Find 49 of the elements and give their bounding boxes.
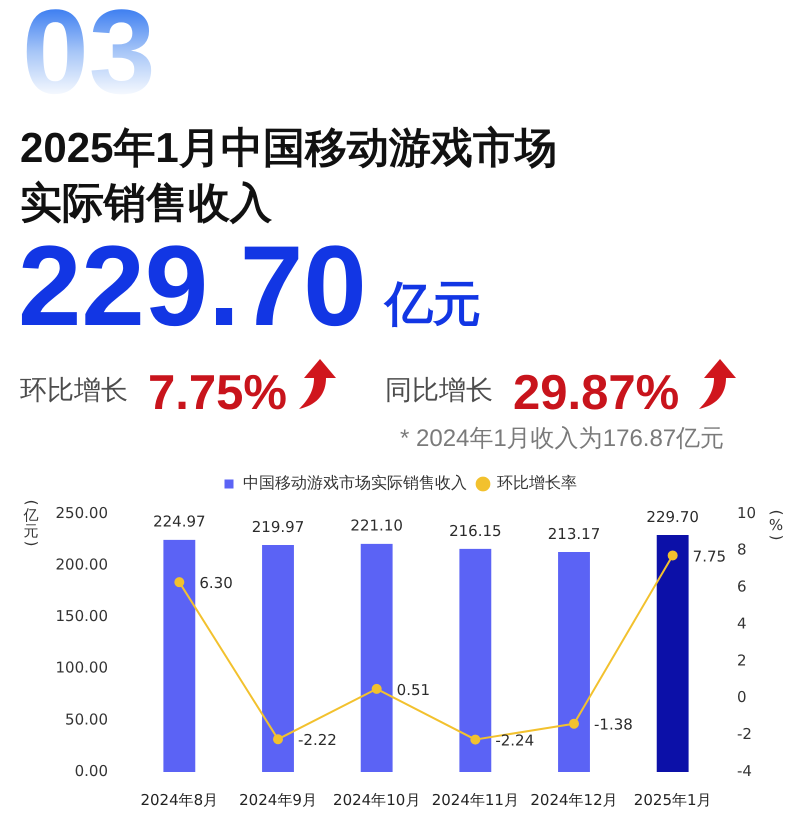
data-label: 6.30: [199, 574, 233, 592]
point: [372, 684, 382, 694]
text: 7.75%: [148, 366, 287, 420]
y2-axis-title: (%): [767, 508, 786, 542]
y-tick-label: 250.00: [56, 504, 108, 522]
y-tick-label: 150.00: [56, 607, 108, 626]
x-tick-label: 2024年11月: [432, 790, 519, 809]
point: [470, 734, 480, 745]
y2-tick-label: 4: [737, 614, 747, 632]
y2-tick-label: 10: [737, 504, 756, 522]
y-tick-label: 200.00: [56, 555, 108, 574]
data-label: 213.17: [548, 524, 600, 543]
data-label: -2.22: [298, 731, 337, 750]
x-tick-label: 2024年8月: [140, 790, 218, 809]
x-tick-label: 2024年10月: [333, 790, 420, 809]
y-tick-label: 50.00: [65, 710, 108, 728]
data-label: 224.97: [153, 512, 206, 531]
text: 同比增长: [385, 375, 493, 405]
y-tick-label: 100.00: [56, 658, 108, 677]
x-tick-label: 2024年9月: [239, 790, 317, 809]
y2-tick-label: 8: [737, 540, 747, 559]
data-label: -2.24: [495, 731, 534, 750]
text: 29.87%: [513, 366, 680, 420]
x-tick-label: 2025年1月: [634, 790, 712, 809]
y-axis-title: (亿元): [22, 498, 40, 548]
y2-tick-label: -4: [737, 762, 752, 780]
data-label: 7.75: [692, 547, 726, 566]
point: [174, 577, 184, 588]
point: [273, 734, 283, 744]
point: [668, 550, 678, 560]
text: 环比增长: [20, 375, 128, 405]
text: 亿元: [385, 278, 481, 331]
data-label: 221.10: [350, 516, 403, 535]
y2-tick-label: -2: [737, 725, 752, 744]
data-label: -1.38: [594, 716, 633, 734]
text: 03: [22, 0, 156, 119]
data-label: 229.70: [646, 508, 699, 526]
point: [569, 718, 579, 729]
legend-label: 环比增长率: [497, 473, 577, 492]
y-tick-label: 0.00: [74, 762, 108, 780]
x-tick-label: 2024年12月: [530, 790, 618, 809]
data-label: 0.51: [396, 680, 430, 699]
y2-tick-label: 2: [737, 651, 747, 670]
text: * 2024年1月收入为176.87亿元: [400, 425, 724, 452]
data-label: 216.15: [449, 522, 502, 540]
y2-tick-label: 6: [737, 578, 747, 596]
legend-label: 中国移动游戏市场实际销售收入: [243, 473, 467, 492]
data-label: 219.97: [252, 518, 304, 536]
y2-tick-label: 0: [737, 688, 747, 706]
